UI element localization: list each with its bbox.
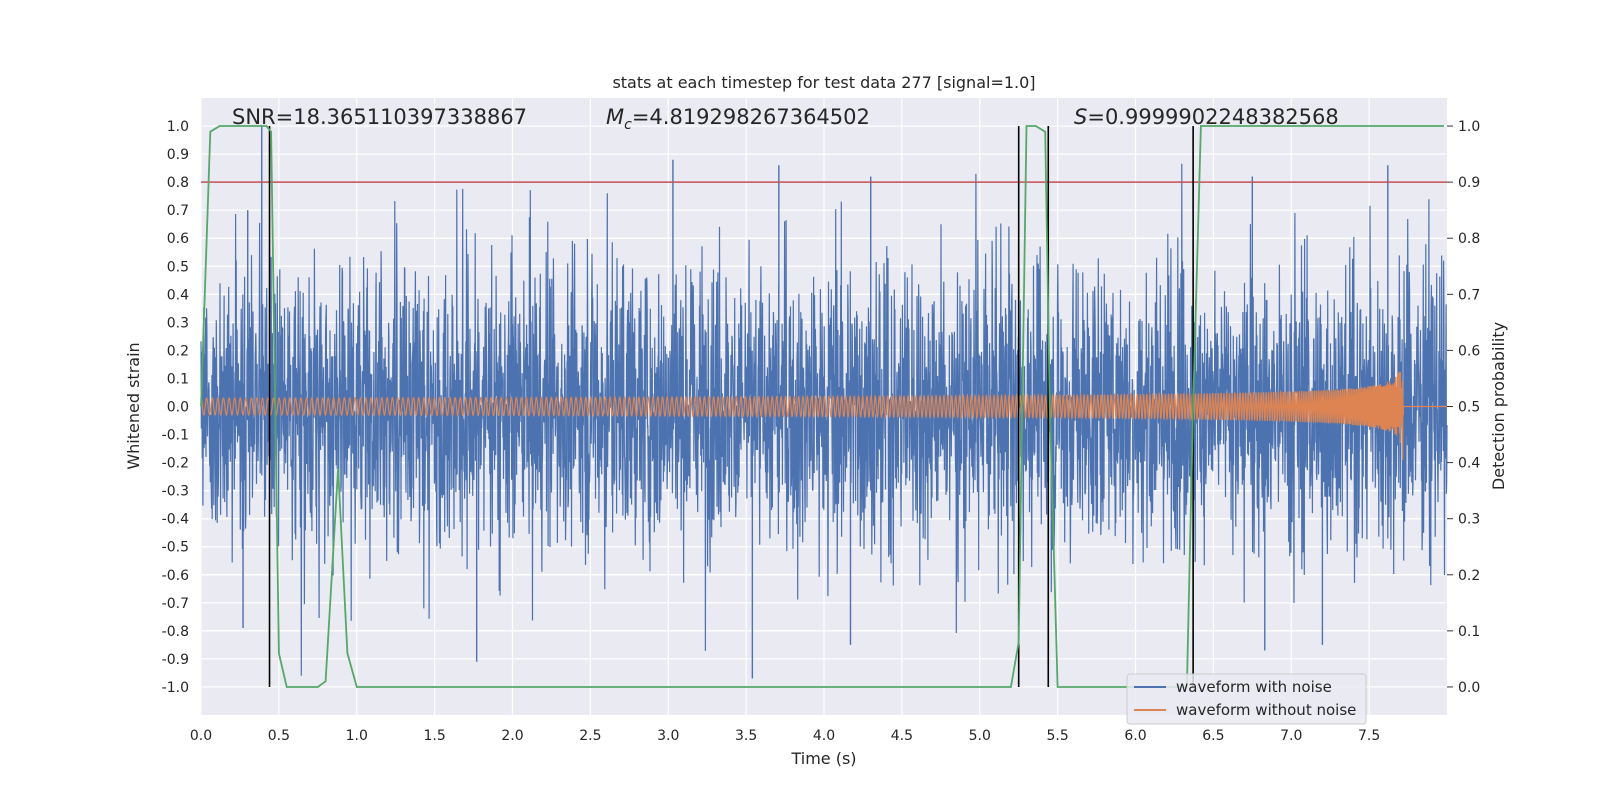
chirp-mass-annotation: Mc=4.819298267364502 — [606, 105, 870, 133]
x-tick-label: 7.0 — [1280, 728, 1302, 744]
x-axis-label: Time (s) — [790, 749, 856, 768]
x-tick-label: 4.5 — [891, 728, 913, 744]
x-tick-label: 3.5 — [735, 728, 757, 744]
y-tick-label: -0.4 — [162, 512, 189, 528]
x-tick-label: 3.0 — [657, 728, 679, 744]
y-tick-label-right: 0.5 — [1458, 400, 1480, 416]
y-tick-label: 0.9 — [167, 147, 189, 163]
y-tick-label-right: 0.0 — [1458, 680, 1480, 696]
y-tick-label: 0.4 — [167, 287, 189, 303]
y-axis-label: Whitened strain — [124, 342, 143, 469]
y-tick-label: -0.6 — [162, 568, 189, 584]
y-tick-label: -0.1 — [162, 428, 189, 444]
legend: waveform with noise waveform without noi… — [1126, 673, 1367, 725]
score-value: =0.9999902248382568 — [1087, 105, 1338, 129]
x-tick-label: 5.5 — [1046, 728, 1068, 744]
snr-annotation: SNR=18.365110397338867 — [232, 105, 527, 129]
y-tick-label: 0.6 — [167, 231, 189, 247]
x-tick-label: 2.0 — [501, 728, 523, 744]
chirp-mass-symbol: M — [606, 105, 624, 129]
x-tick-label: 4.0 — [813, 728, 835, 744]
y-tick-label-right: 0.3 — [1458, 512, 1480, 528]
y-tick-label-right: 1.0 — [1458, 119, 1480, 135]
score-symbol: S — [1074, 105, 1087, 129]
legend-label-noise: waveform with noise — [1176, 678, 1332, 696]
score-annotation: S=0.9999902248382568 — [1074, 105, 1339, 129]
y-tick-label: -0.2 — [162, 456, 189, 472]
series-waveform-without-noise — [200, 371, 1447, 461]
legend-box — [1126, 673, 1367, 725]
x-tick-label: 5.0 — [969, 728, 991, 744]
y-axis-label-right: Detection probability — [1489, 322, 1508, 490]
legend-label-clean: waveform without noise — [1176, 701, 1356, 719]
y-tick-label-right: 0.1 — [1458, 624, 1480, 640]
y-tick-label: 0.5 — [167, 259, 189, 275]
y-tick-label: 0.7 — [167, 203, 189, 219]
y-tick-label: 0.0 — [167, 400, 189, 416]
clean-trace — [200, 371, 1447, 461]
y-tick-label: -0.7 — [162, 596, 189, 612]
x-tick-label: 6.5 — [1202, 728, 1224, 744]
y-tick-label-right: 0.7 — [1458, 287, 1480, 303]
y-tick-label: 0.1 — [167, 371, 189, 387]
x-tick-label: 7.5 — [1358, 728, 1380, 744]
x-tick-label: 1.0 — [346, 728, 368, 744]
y-tick-label-right: 0.8 — [1458, 231, 1480, 247]
y-tick-label: 0.8 — [167, 175, 189, 191]
y-tick-label: -1.0 — [162, 680, 189, 696]
y-tick-label-right: 0.4 — [1458, 456, 1480, 472]
x-tick-label: 6.0 — [1124, 728, 1146, 744]
y-tick-label: 0.2 — [167, 343, 189, 359]
chart-title: stats at each timestep for test data 277… — [612, 73, 1035, 92]
y-tick-label-right: 0.2 — [1458, 568, 1480, 584]
noise-trace — [200, 163, 1448, 676]
y-tick-label: 0.3 — [167, 315, 189, 331]
chirp-mass-subscript: c — [624, 117, 632, 133]
x-tick-label: 2.5 — [579, 728, 601, 744]
ticks: 0.0 0.5 1.0 1.5 2.0 2.5 3.0 3.5 4.0 4.5 5.0 5.5 6.0 6… — [162, 119, 1481, 744]
series-waveform-with-noise — [200, 126, 1448, 679]
chirp-mass-value: =4.819298267364502 — [632, 105, 870, 129]
y-tick-label: 1.0 — [167, 119, 189, 135]
y-tick-label: -0.8 — [162, 624, 189, 640]
y-tick-label: -0.9 — [162, 652, 189, 668]
y-tick-label: -0.5 — [162, 540, 189, 556]
y-tick-label: -0.3 — [162, 484, 189, 500]
y-tick-label-right: 0.6 — [1458, 343, 1480, 359]
y-tick-label-right: 0.9 — [1458, 175, 1480, 191]
x-tick-label: 0.0 — [190, 728, 212, 744]
x-tick-label: 0.5 — [268, 728, 290, 744]
x-tick-label: 1.5 — [423, 728, 445, 744]
